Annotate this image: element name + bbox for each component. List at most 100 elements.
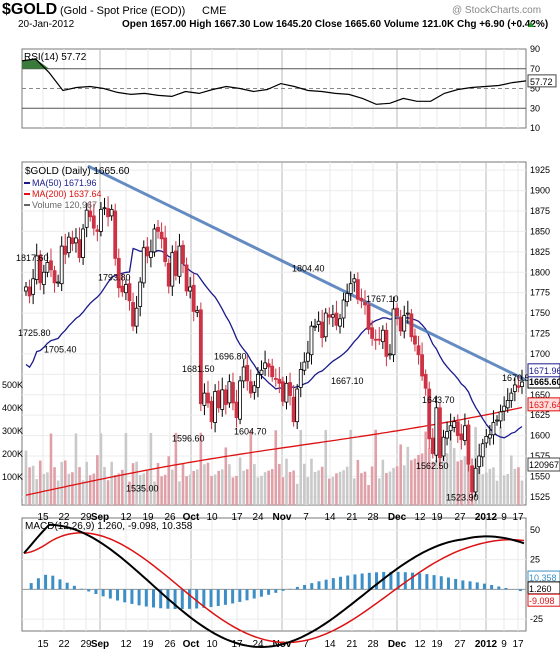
x-tick-label: Nov bbox=[273, 512, 292, 523]
volume-bar bbox=[263, 472, 267, 505]
volume-bar bbox=[288, 472, 292, 505]
volume-bar bbox=[224, 447, 228, 505]
candle-body bbox=[66, 236, 71, 254]
y-tick-label: 1750 bbox=[530, 308, 550, 318]
macd-signal-line bbox=[23, 532, 525, 644]
macd-histogram-bar bbox=[382, 571, 386, 590]
candle-body bbox=[284, 382, 289, 403]
macd-histogram-bar bbox=[195, 589, 199, 609]
volume-bar bbox=[74, 433, 78, 505]
volume-bar bbox=[92, 473, 96, 505]
x-tick-label: Oct bbox=[183, 639, 200, 650]
macd-histogram-bar bbox=[367, 572, 371, 590]
candle-body bbox=[206, 392, 210, 404]
volume-bar bbox=[174, 432, 178, 505]
candle-body bbox=[477, 455, 482, 468]
y-tick-label: 30 bbox=[530, 103, 540, 113]
candle-body bbox=[270, 365, 275, 378]
macd-histogram-bar bbox=[324, 579, 328, 590]
volume-bar bbox=[181, 462, 185, 505]
volume-bar bbox=[352, 478, 356, 505]
volume-bar bbox=[410, 460, 413, 505]
x-tick-label: 29 bbox=[80, 639, 92, 650]
volume-bar bbox=[142, 473, 146, 505]
x-tick-label: 19 bbox=[142, 512, 154, 523]
macd-histogram-bar bbox=[331, 578, 335, 590]
price-value-label: 1665.60 bbox=[529, 377, 560, 387]
candle-body bbox=[466, 424, 471, 465]
volume-bar bbox=[392, 467, 395, 505]
price-annotation: 1793.80 bbox=[98, 272, 131, 282]
price-annotation: 1562.50 bbox=[416, 461, 449, 471]
macd-value-label: -9.098 bbox=[529, 596, 555, 606]
price-value-label: 1637.64 bbox=[529, 400, 560, 410]
volume-bar bbox=[456, 461, 460, 505]
volume-bar bbox=[363, 471, 367, 505]
candle-body bbox=[427, 388, 432, 440]
x-tick-label: 28 bbox=[367, 639, 379, 650]
macd-histogram-bar bbox=[281, 589, 285, 591]
candle-body bbox=[341, 299, 346, 319]
candle-body bbox=[295, 388, 300, 423]
volume-bar bbox=[88, 475, 92, 505]
macd-histogram-bar bbox=[310, 583, 314, 590]
volume-bar bbox=[113, 475, 117, 505]
candle-body bbox=[327, 314, 332, 318]
macd-histogram-bar bbox=[375, 572, 379, 590]
volume-bar bbox=[349, 429, 353, 505]
volume-bar bbox=[513, 468, 517, 505]
candle-body bbox=[455, 421, 460, 436]
volume-bar bbox=[374, 429, 377, 505]
candle-body bbox=[173, 250, 178, 276]
macd-histogram-bar bbox=[187, 589, 191, 609]
candle-body bbox=[380, 329, 385, 343]
volume-bar bbox=[427, 448, 431, 505]
x-tick-label: 10 bbox=[206, 512, 218, 523]
volume-bar bbox=[231, 477, 235, 505]
macd-histogram-bar bbox=[303, 584, 307, 590]
x-tick-label: 9 bbox=[501, 512, 507, 523]
candle-body bbox=[163, 237, 168, 263]
volume-bar bbox=[106, 480, 110, 505]
candle-body bbox=[441, 436, 446, 457]
volume-bar bbox=[445, 453, 449, 505]
candle-body bbox=[209, 400, 214, 423]
candle-body bbox=[459, 433, 464, 441]
macd-histogram-bar bbox=[80, 588, 84, 590]
macd-histogram-bar bbox=[223, 589, 227, 605]
candle-body bbox=[402, 315, 407, 332]
candle-body bbox=[84, 209, 89, 228]
legend-entry: MA(50) 1671.96 bbox=[32, 178, 97, 188]
volume-bar bbox=[160, 476, 163, 505]
candle-body bbox=[520, 381, 524, 387]
x-tick-label: 29 bbox=[80, 512, 92, 523]
y-tick-label: 1575 bbox=[530, 451, 550, 461]
volume-bar bbox=[360, 473, 363, 505]
x-tick-label: 2012 bbox=[475, 512, 498, 523]
candle-body bbox=[291, 396, 296, 423]
price-annotation: 1604.70 bbox=[234, 427, 267, 437]
volume-bar bbox=[238, 457, 242, 505]
volume-bar bbox=[31, 465, 35, 505]
candle-body bbox=[491, 422, 496, 436]
x-tick-label: 17 bbox=[231, 512, 243, 523]
x-tick-label: 21 bbox=[346, 512, 358, 523]
price-annotation: 1535.00 bbox=[126, 484, 159, 494]
macd-histogram-bar bbox=[108, 589, 112, 599]
candle-body bbox=[463, 425, 467, 441]
volume-bar bbox=[481, 474, 485, 505]
macd-histogram-bar bbox=[425, 574, 429, 590]
price-title: $GOLD (Daily) 1665.60 bbox=[25, 166, 130, 177]
volume-bar bbox=[495, 480, 499, 505]
volume-bar bbox=[460, 459, 463, 505]
y-tick-label: 10 bbox=[530, 123, 540, 133]
candle-body bbox=[430, 437, 435, 454]
candle-body bbox=[24, 286, 28, 292]
candle-body bbox=[259, 369, 264, 375]
candle-body bbox=[70, 237, 75, 245]
macd-value-label: 1.260 bbox=[529, 584, 552, 594]
y-tick-label: 50 bbox=[530, 84, 540, 94]
candle-body bbox=[316, 320, 321, 325]
candle-body bbox=[352, 278, 357, 283]
y-tick-label: 1925 bbox=[530, 165, 550, 175]
